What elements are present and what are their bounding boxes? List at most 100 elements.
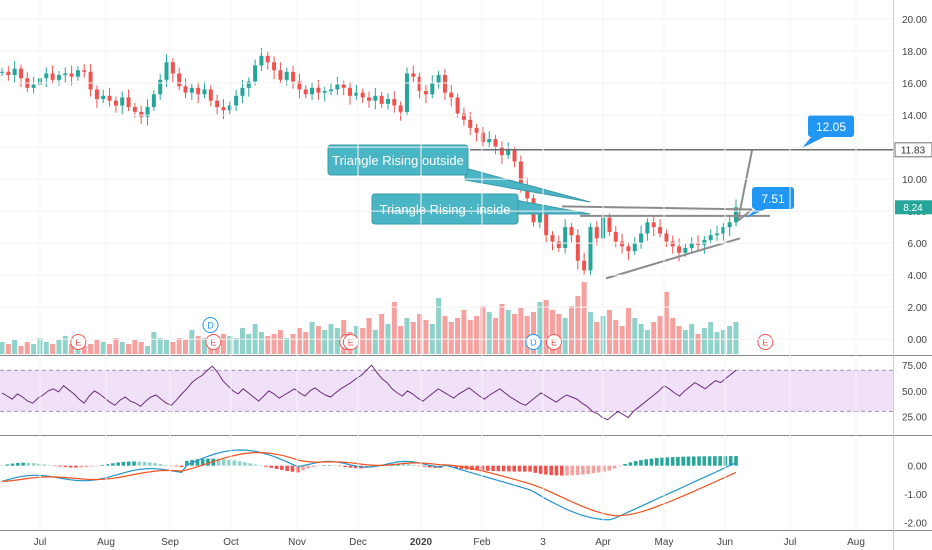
candle-body [708,235,713,240]
macd-histogram-bar [718,456,722,466]
macd-histogram-bar [528,465,532,472]
candle-body [607,217,612,232]
macd-histogram-bar [522,465,527,472]
volume-bar [682,330,688,354]
price-tick-label: 10.00 [902,175,927,186]
target-low-tag[interactable]: 7.51 [746,187,794,218]
volume-bar [31,344,37,354]
triangle-bottom-line[interactable] [605,237,741,280]
candle-body [164,62,169,80]
candle-body [404,73,409,112]
macd-histogram-bar [243,462,247,466]
macd-histogram-bar [596,465,601,473]
candle-body [335,84,340,90]
volume-bar [56,340,62,354]
target-high-tag[interactable]: 12.05 [802,115,854,148]
current-price-tag-box [895,200,932,215]
volume-bar [531,312,537,354]
candle-body [670,241,675,247]
macd-histogram-bar [459,465,464,469]
volume-bar [164,340,170,354]
volume-bar [733,322,739,354]
rsi-indicator [1,364,737,421]
candle-body [588,227,593,271]
candle-body [360,92,365,98]
volume-bar [290,334,296,354]
macd-histogram-bar [665,457,670,466]
macd-histogram-bar [126,461,131,466]
callout-outside[interactable]: Triangle Rising outside [327,144,591,203]
callout-inside[interactable]: Triangle Rising : inside [371,193,591,225]
macd-histogram-bar [517,465,522,472]
volume-bar [239,328,245,354]
callout-outside-box [327,144,469,176]
macd-histogram-bar [206,458,210,466]
candle-body [455,97,460,114]
triangle-top-line[interactable] [561,205,753,211]
macd-histogram-bar [332,465,337,467]
volume-bar [50,344,56,354]
candle-body [272,62,277,71]
volume-bar [575,296,581,354]
macd-histogram-bar [89,465,94,467]
volume-bar [372,330,378,354]
macd-histogram-bar [612,465,617,469]
macd-histogram-bar [100,464,105,466]
volume-bar [100,342,106,354]
macd-histogram-bar [179,465,184,468]
time-axis[interactable]: Jul Aug Sep Oct Nov Dec 2020 Feb 3 Apr May Jun Jul Au… [34,0,865,548]
candle-body [278,70,283,80]
dividend-marker[interactable] [202,317,219,333]
macd-histogram-bar [501,465,506,472]
candle-body [423,91,428,95]
macd-tick-label: 0.00 [908,462,928,473]
candle-body [645,222,650,234]
triangle-pattern[interactable] [561,150,770,280]
price-axis[interactable]: 20.0018.0016.0014.0012.0010.008.006.004.… [0,15,927,346]
volume-bar [455,318,461,354]
volume-bar [398,326,404,354]
earnings-marker[interactable] [70,334,87,350]
volume-bar [442,316,448,354]
macd-histogram-bar [74,465,78,468]
macd-histogram-bar [470,465,474,470]
time-tick-label: Jul [34,537,47,548]
macd-histogram-bar [670,457,675,466]
macd-histogram-bar [327,465,332,466]
time-tick-label: Jul [784,537,797,548]
candle-body [683,247,688,253]
candle-body [518,161,523,186]
earnings-marker[interactable] [205,334,222,350]
macd-histogram-bar [443,465,448,467]
rsi-tick-label: 50.00 [902,387,927,398]
macd-histogram-bar [486,465,490,471]
volume-bar [606,310,612,354]
macd-histogram-bar [544,465,548,475]
volume-bar [277,330,283,354]
candle-body [177,73,182,87]
candle-body [379,95,384,104]
candle-body [512,150,517,162]
volume-bar [145,346,151,354]
volume-bar [562,318,568,354]
candle-body [139,111,144,117]
macd-histogram-bar [53,465,57,467]
time-tick-label: Nov [288,537,306,548]
candle-body [189,87,194,93]
macd-histogram-bar [148,462,152,466]
macd-histogram-bar [237,461,242,466]
macd-histogram-bar [644,459,649,466]
projection-line-high[interactable] [737,150,753,221]
candle-body [303,89,308,95]
earnings-marker[interactable] [545,334,562,350]
macd-histogram-bar [264,465,268,467]
rsi-axis[interactable]: 75.00 50.00 25.00 [902,361,927,423]
macd-axis[interactable]: 0.00 -1.00 -2.00 [904,462,927,530]
event-markers[interactable]: EDEEEDEE [70,317,774,350]
candle-body [63,73,68,76]
volume-bar [81,346,87,354]
dividend-marker[interactable] [525,334,542,350]
earnings-marker[interactable] [757,334,774,350]
volume-bar [657,316,663,354]
